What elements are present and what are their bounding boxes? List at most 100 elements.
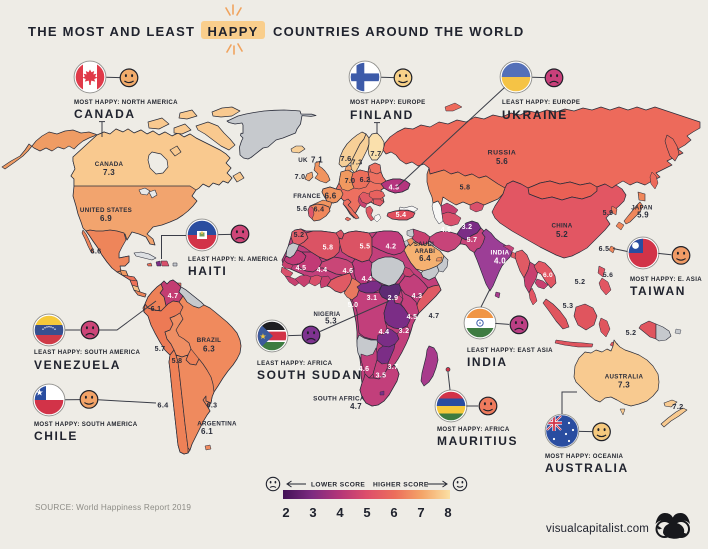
svg-text:7.7: 7.7 — [370, 149, 381, 158]
svg-text:6.4: 6.4 — [314, 207, 325, 214]
svg-text:FINLAND: FINLAND — [350, 108, 414, 122]
svg-text:6.5: 6.5 — [599, 246, 610, 253]
svg-text:VENEZUELA: VENEZUELA — [34, 358, 121, 372]
svg-text:HAITI: HAITI — [188, 264, 227, 278]
svg-text:CANADA: CANADA — [74, 107, 136, 121]
svg-text:SAUDI: SAUDI — [414, 242, 434, 248]
svg-text:RUSSIA: RUSSIA — [488, 150, 517, 157]
svg-text:5.7: 5.7 — [155, 346, 166, 353]
svg-text:6.6: 6.6 — [90, 247, 101, 256]
svg-text:5.2: 5.2 — [294, 232, 305, 239]
svg-text:SOUTH SUDAN: SOUTH SUDAN — [257, 368, 363, 382]
svg-text:6.1: 6.1 — [151, 306, 162, 313]
svg-text:HAPPY: HAPPY — [208, 24, 259, 39]
svg-text:CHINA: CHINA — [551, 223, 572, 230]
svg-text:6.0: 6.0 — [543, 272, 553, 279]
svg-text:THE MOST AND LEAST: THE MOST AND LEAST — [28, 24, 195, 39]
svg-text:INDIA: INDIA — [491, 250, 510, 257]
svg-text:COUNTRIES AROUND THE WORLD: COUNTRIES AROUND THE WORLD — [273, 24, 525, 39]
svg-text:MAURITIUS: MAURITIUS — [437, 434, 518, 448]
svg-text:2.9: 2.9 — [388, 295, 399, 302]
svg-text:CHILE: CHILE — [34, 429, 78, 443]
svg-text:5.9: 5.9 — [603, 210, 614, 217]
svg-text:5.9: 5.9 — [637, 211, 649, 220]
svg-text:6.6: 6.6 — [324, 192, 336, 201]
svg-text:3.5: 3.5 — [376, 373, 387, 380]
svg-text:7.1: 7.1 — [311, 156, 323, 165]
svg-text:4.5: 4.5 — [407, 314, 418, 321]
svg-text:CANADA: CANADA — [95, 161, 124, 168]
svg-text:5.3: 5.3 — [325, 317, 337, 326]
svg-text:4.5: 4.5 — [441, 227, 452, 234]
svg-text:5.6: 5.6 — [496, 157, 508, 166]
svg-text:3.2: 3.2 — [399, 328, 410, 335]
svg-text:4.6: 4.6 — [343, 268, 354, 275]
svg-text:5: 5 — [363, 505, 370, 520]
svg-text:MOST HAPPY: NORTH AMERICA: MOST HAPPY: NORTH AMERICA — [74, 99, 178, 106]
svg-text:6.4: 6.4 — [157, 401, 169, 410]
svg-text:5.2: 5.2 — [626, 330, 637, 337]
svg-text:4.7: 4.7 — [168, 293, 179, 300]
svg-text:★: ★ — [259, 332, 266, 341]
svg-text:5.0: 5.0 — [348, 302, 359, 309]
svg-text:UK: UK — [298, 157, 308, 164]
svg-text:LEAST HAPPY: N. AMERICA: LEAST HAPPY: N. AMERICA — [188, 256, 278, 263]
svg-text:4.4: 4.4 — [317, 267, 328, 274]
svg-text:4.7: 4.7 — [350, 402, 362, 411]
svg-text:5.8: 5.8 — [172, 358, 183, 365]
svg-text:5.4: 5.4 — [396, 212, 407, 219]
svg-text:UNITED STATES: UNITED STATES — [80, 207, 132, 214]
svg-text:5.8: 5.8 — [460, 185, 471, 192]
svg-text:LEAST HAPPY: EUROPE: LEAST HAPPY: EUROPE — [502, 99, 580, 106]
svg-text:ARGENTINA: ARGENTINA — [197, 421, 237, 428]
svg-text:SOUTH AFRICA: SOUTH AFRICA — [313, 396, 365, 403]
svg-text:4.7: 4.7 — [429, 313, 440, 320]
svg-text:MOST HAPPY: EUROPE: MOST HAPPY: EUROPE — [350, 99, 426, 106]
svg-text:7: 7 — [417, 505, 424, 520]
svg-text:6.9: 6.9 — [100, 214, 112, 223]
svg-text:FRANCE: FRANCE — [293, 193, 321, 200]
svg-text:5.2: 5.2 — [556, 230, 568, 239]
svg-text:7.0: 7.0 — [295, 174, 306, 181]
svg-text:3.7: 3.7 — [388, 364, 399, 371]
svg-text:3: 3 — [309, 505, 316, 520]
svg-text:5.6: 5.6 — [603, 272, 613, 279]
svg-text:6.4: 6.4 — [419, 254, 431, 263]
svg-text:ARABI: ARABI — [415, 249, 436, 255]
svg-text:BRAZIL: BRAZIL — [197, 337, 221, 344]
svg-text:LEAST HAPPY: AFRICA: LEAST HAPPY: AFRICA — [257, 360, 333, 367]
svg-text:UKRAINE: UKRAINE — [502, 108, 568, 122]
svg-text:LOWER SCORE: LOWER SCORE — [311, 482, 365, 489]
svg-text:AUSTRALIA: AUSTRALIA — [545, 461, 629, 475]
svg-text:3.2: 3.2 — [462, 224, 473, 231]
svg-text:MOST HAPPY: OCEANIA: MOST HAPPY: OCEANIA — [545, 453, 624, 460]
svg-text:6: 6 — [390, 505, 397, 520]
svg-text:5.7: 5.7 — [467, 237, 478, 244]
svg-text:6.1: 6.1 — [201, 427, 213, 436]
svg-text:4.5: 4.5 — [296, 265, 307, 272]
svg-text:★: ★ — [35, 388, 43, 398]
svg-text:4.6: 4.6 — [359, 366, 370, 373]
svg-text:MOST HAPPY: AFRICA: MOST HAPPY: AFRICA — [437, 426, 510, 433]
svg-text:7.3: 7.3 — [103, 168, 115, 177]
svg-text:4.4: 4.4 — [379, 329, 390, 336]
svg-text:6.2: 6.2 — [360, 177, 371, 184]
svg-text:7.3: 7.3 — [618, 381, 630, 390]
svg-text:6.3: 6.3 — [203, 345, 215, 354]
svg-text:LEAST HAPPY: SOUTH AMERICA: LEAST HAPPY: SOUTH AMERICA — [34, 349, 141, 356]
svg-text:visualcapitalist.com: visualcapitalist.com — [546, 523, 649, 535]
svg-text:2: 2 — [282, 505, 289, 520]
svg-text:MOST HAPPY: SOUTH AMERICA: MOST HAPPY: SOUTH AMERICA — [34, 421, 138, 428]
svg-text:7.6: 7.6 — [340, 154, 351, 163]
svg-text:NIGERIA: NIGERIA — [313, 312, 340, 318]
svg-text:5.5: 5.5 — [360, 244, 371, 251]
svg-text:TAIWAN: TAIWAN — [630, 284, 686, 298]
svg-text:7.0: 7.0 — [345, 178, 356, 185]
svg-text:INDIA: INDIA — [467, 355, 508, 369]
svg-text:5.8: 5.8 — [323, 245, 334, 252]
svg-text:4.2: 4.2 — [386, 244, 397, 251]
svg-text:4.4: 4.4 — [362, 276, 373, 283]
svg-text:3.1: 3.1 — [367, 295, 378, 302]
svg-text:MOST HAPPY: E. ASIA: MOST HAPPY: E. ASIA — [630, 276, 702, 283]
svg-text:7.3: 7.3 — [351, 158, 362, 167]
